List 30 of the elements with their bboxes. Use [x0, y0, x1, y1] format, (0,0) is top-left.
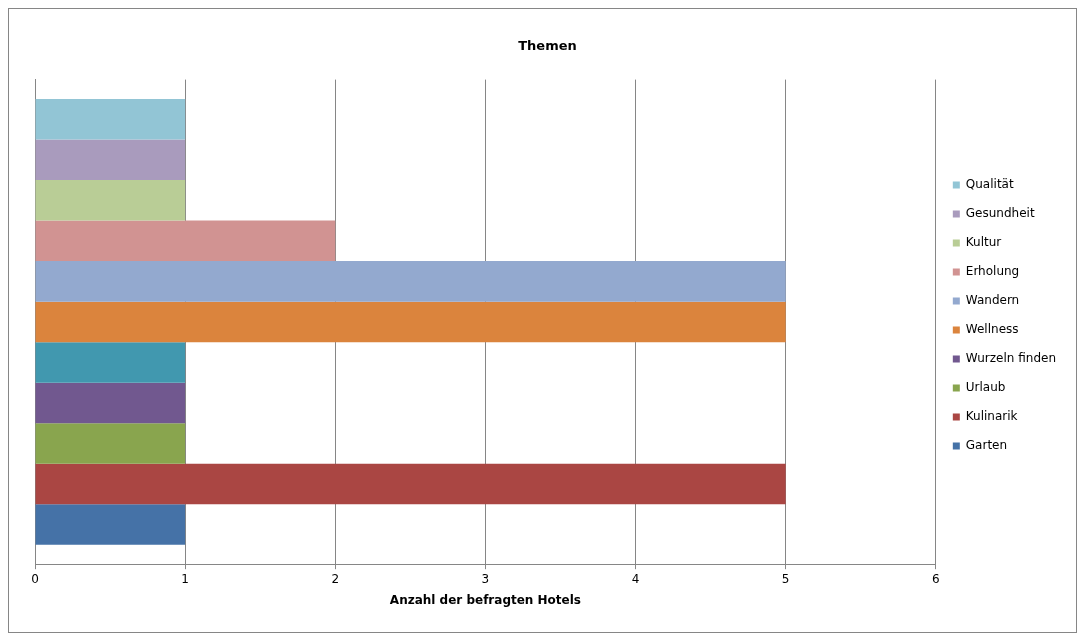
bar — [35, 301, 786, 343]
bar — [35, 342, 186, 383]
legend-label: Wurzeln finden — [965, 351, 1057, 366]
legend-label: Kulinarik — [965, 409, 1018, 424]
x-tick-label: 2 — [331, 571, 340, 586]
x-tick-label: 1 — [181, 571, 189, 586]
x-tick-label: 0 — [31, 571, 39, 586]
x-tick-label: 5 — [781, 571, 790, 586]
bar — [35, 98, 186, 140]
x-axis-title: Anzahl der befragten Hotels — [389, 592, 581, 607]
legend-label: Urlaub — [965, 380, 1006, 395]
x-tick-label: 4 — [631, 571, 640, 586]
x-tick-label: 6 — [932, 571, 940, 586]
legend-label: Garten — [965, 438, 1008, 453]
legend-label: Wandern — [965, 293, 1020, 308]
legend-label: Wellness — [965, 322, 1019, 337]
legend-label: Qualität — [965, 177, 1014, 192]
bar — [35, 261, 786, 302]
bar — [35, 504, 186, 545]
legend-label: Gesundheit — [965, 206, 1035, 221]
bar — [35, 463, 786, 505]
chart-title: Themen — [518, 38, 577, 54]
bar — [35, 382, 186, 424]
legend-label: Kultur — [965, 235, 1002, 250]
bar — [35, 220, 336, 262]
x-tick-label: 3 — [481, 571, 490, 586]
bar — [35, 180, 186, 221]
legend-label: Erholung — [965, 264, 1020, 279]
bar — [35, 139, 186, 181]
bar — [35, 423, 186, 464]
